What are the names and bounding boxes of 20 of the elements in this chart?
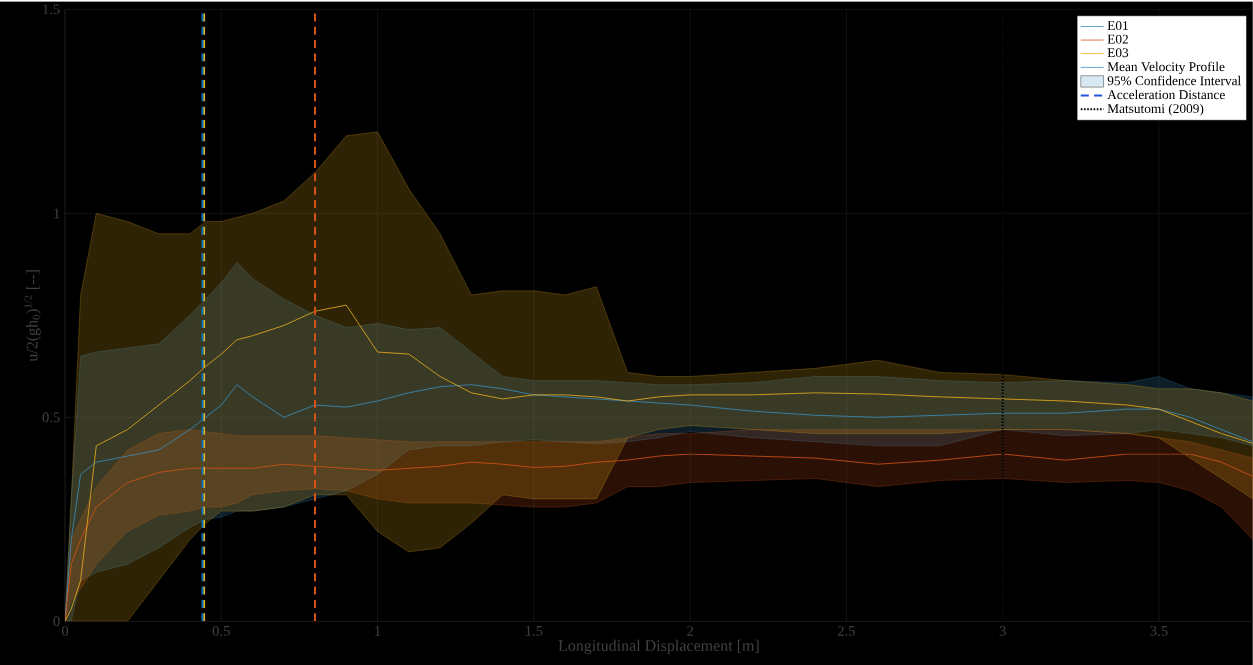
annotation: Acceleration Distance [1107, 89, 1225, 100]
x-tick-label: 1 [375, 625, 381, 636]
legend-label: E02 [1107, 34, 1128, 44]
y-tick-label: 0 [53, 616, 60, 627]
x-tick-label: 1.5 [525, 625, 543, 636]
annotation: Mean Velocity Profile [1107, 61, 1225, 74]
y-tick-label: 1.5 [43, 4, 60, 15]
x-tick-label: 0 [61, 625, 69, 636]
legend-label: E01 [1107, 20, 1128, 30]
x-tick-label: 2.5 [837, 625, 855, 636]
y-tick-label: 0.5 [42, 412, 60, 423]
x-tick-label: 2 [687, 625, 693, 636]
annotation: 95% Confidence Interval [1107, 75, 1241, 86]
legend-label: E03 [1107, 48, 1129, 58]
annotation: Matsutomi (2009) [1107, 103, 1204, 116]
x-tick-label: 3 [999, 625, 1006, 636]
x-axis-title: Longitudinal Displacement [m] [558, 639, 759, 655]
y-tick-label: 1 [54, 208, 60, 219]
x-tick-label: 0.5 [212, 625, 230, 636]
x-tick-label: 3.5 [1150, 625, 1168, 636]
